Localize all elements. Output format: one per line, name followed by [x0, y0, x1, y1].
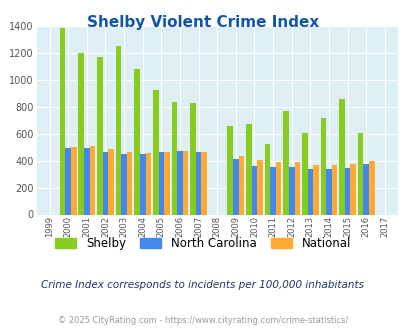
Bar [325, 170, 331, 214]
Bar [177, 151, 182, 214]
Bar [102, 152, 108, 214]
Bar [245, 124, 251, 214]
Bar [320, 118, 325, 214]
Bar [201, 152, 207, 214]
Bar [190, 103, 195, 214]
Bar [115, 46, 121, 214]
Legend: Shelby, North Carolina, National: Shelby, North Carolina, National [55, 237, 350, 250]
Bar [182, 151, 188, 214]
Bar [171, 102, 177, 214]
Bar [145, 153, 151, 214]
Bar [84, 148, 90, 214]
Bar [164, 152, 169, 214]
Bar [275, 162, 281, 214]
Bar [344, 168, 350, 214]
Bar [357, 133, 362, 214]
Text: Crime Index corresponds to incidents per 100,000 inhabitants: Crime Index corresponds to incidents per… [41, 280, 364, 290]
Bar [264, 144, 270, 214]
Bar [134, 69, 140, 214]
Bar [97, 57, 102, 214]
Bar [307, 170, 312, 214]
Bar [294, 162, 299, 214]
Bar [126, 152, 132, 214]
Text: Shelby Violent Crime Index: Shelby Violent Crime Index [87, 15, 318, 30]
Bar [108, 149, 113, 214]
Bar [158, 152, 164, 214]
Bar [232, 159, 238, 214]
Bar [78, 53, 84, 214]
Text: © 2025 CityRating.com - https://www.cityrating.com/crime-statistics/: © 2025 CityRating.com - https://www.city… [58, 315, 347, 325]
Bar [288, 168, 294, 215]
Bar [301, 133, 307, 214]
Bar [283, 111, 288, 214]
Bar [140, 154, 145, 214]
Bar [195, 152, 201, 214]
Bar [238, 156, 244, 215]
Bar [65, 148, 71, 214]
Bar [350, 164, 355, 214]
Bar [227, 126, 232, 214]
Bar [90, 146, 95, 214]
Bar [331, 165, 337, 214]
Bar [338, 99, 344, 214]
Bar [121, 154, 126, 214]
Bar [368, 161, 374, 214]
Bar [60, 28, 65, 215]
Bar [251, 166, 257, 214]
Bar [362, 164, 368, 214]
Bar [71, 147, 77, 214]
Bar [270, 168, 275, 215]
Bar [312, 165, 318, 214]
Bar [153, 89, 158, 214]
Bar [257, 160, 262, 214]
